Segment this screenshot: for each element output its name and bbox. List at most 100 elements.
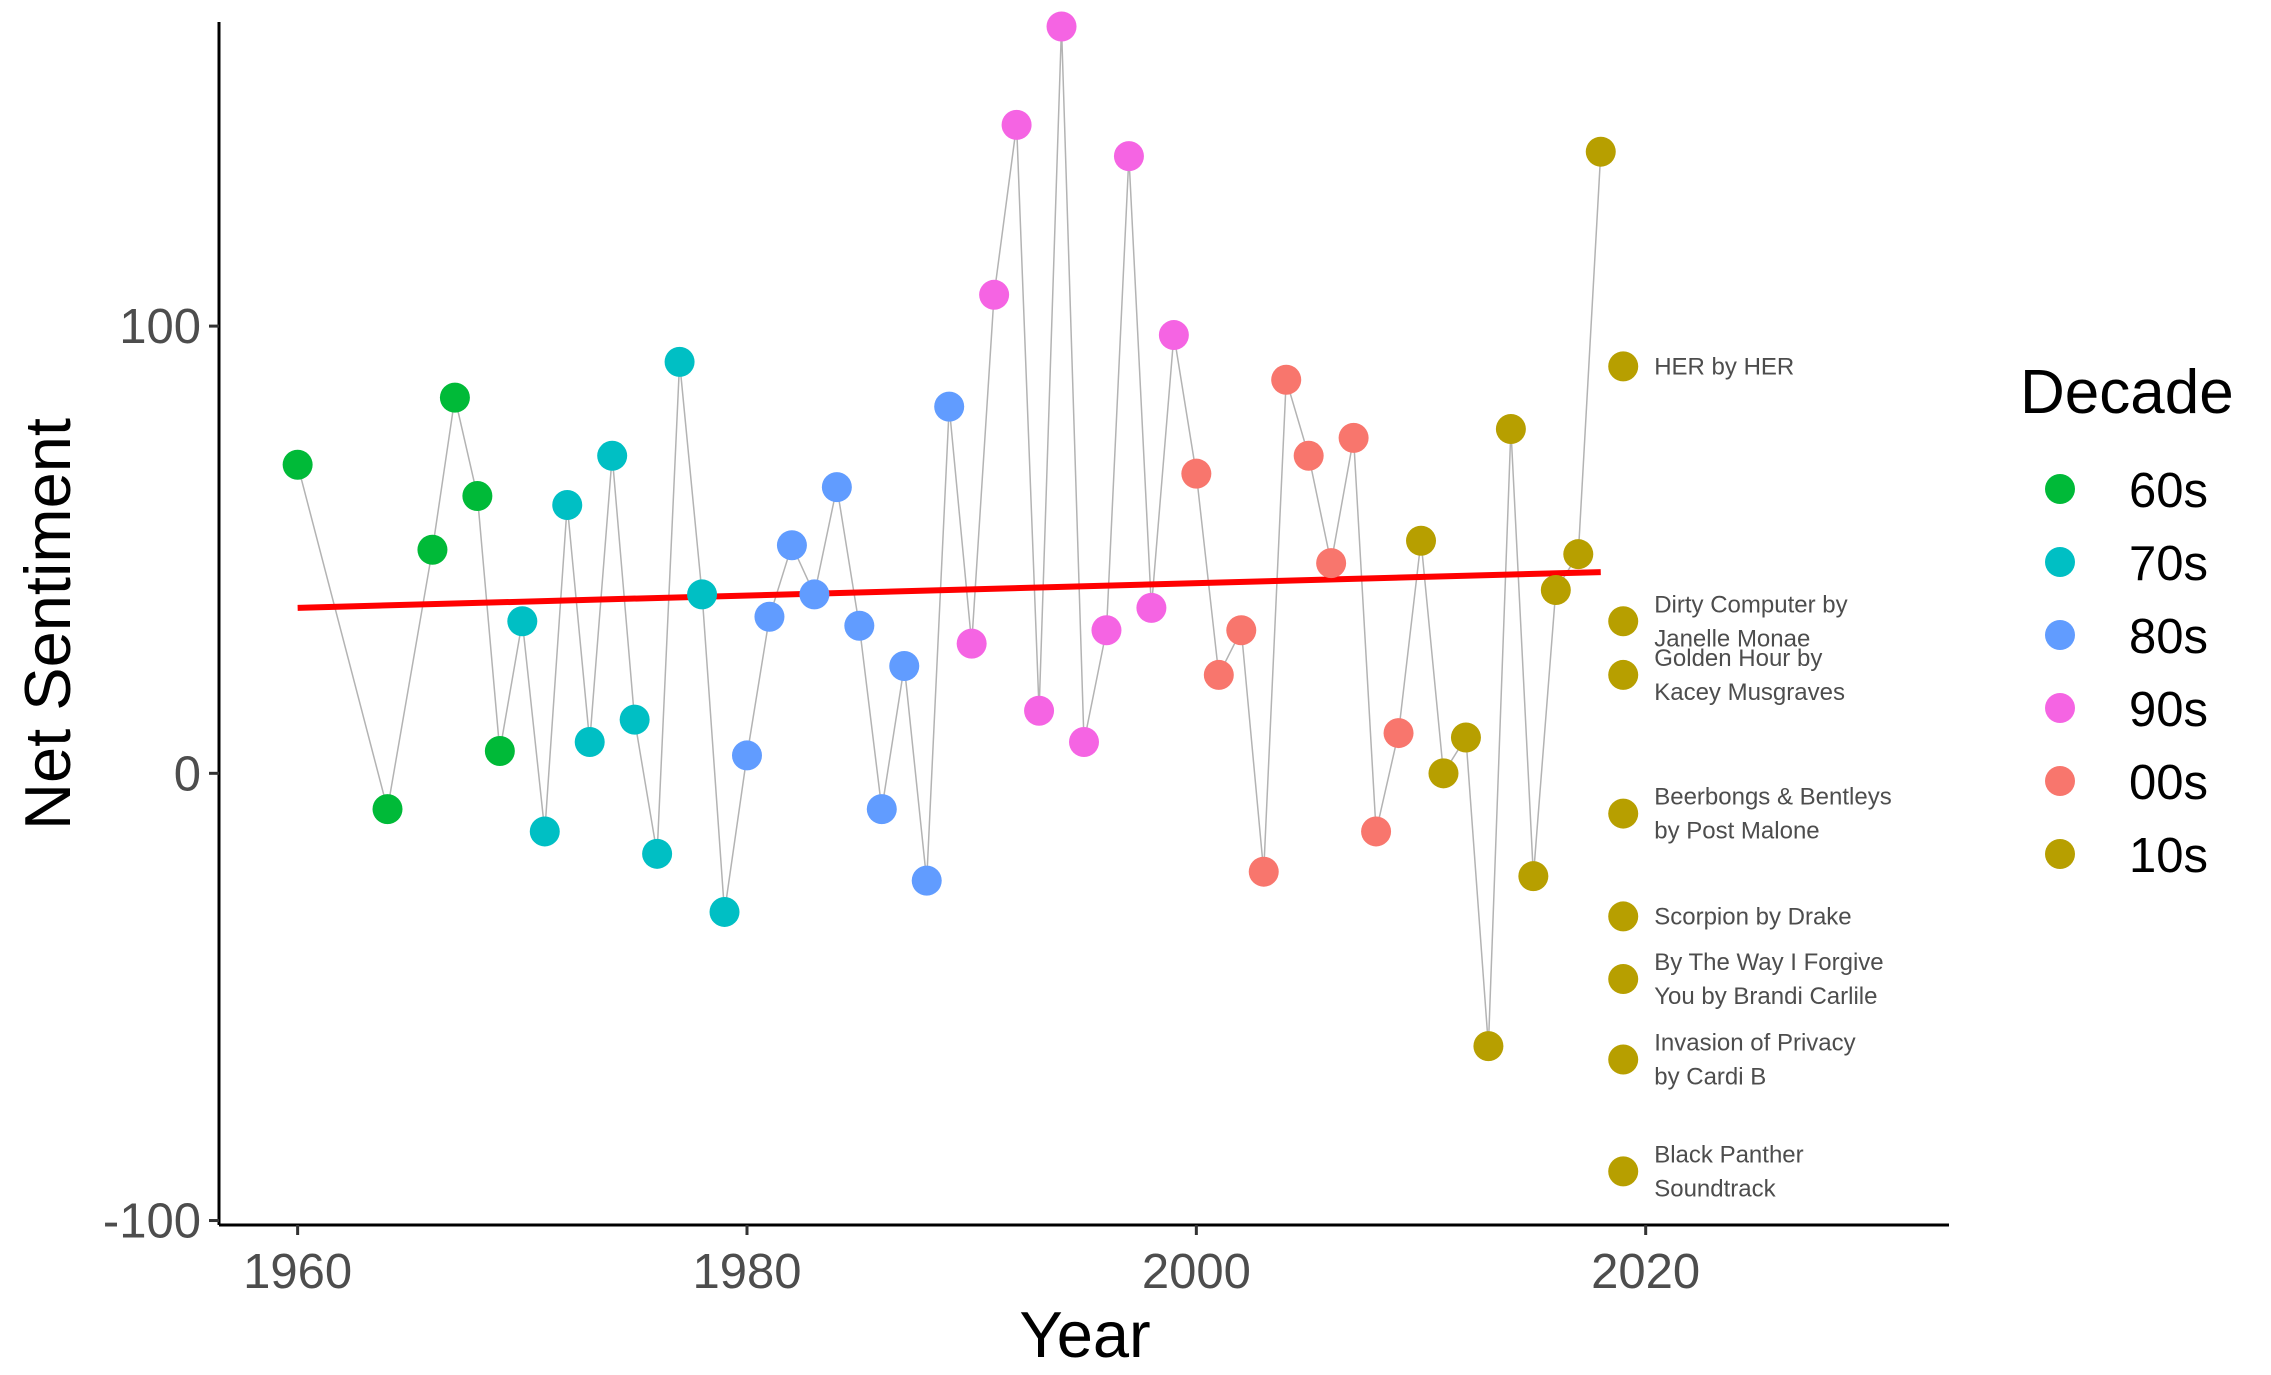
x-axis-title: Year (1019, 1298, 1150, 1371)
data-point-70s-1971 (529, 816, 560, 847)
legend-label-00s: 00s (2129, 756, 2208, 810)
data-point-80s-1984 (821, 472, 852, 503)
song-annotations: HER by HER Dirty Computer by Janelle Monae… (1608, 351, 1892, 1202)
legend-key-60s (2045, 474, 2075, 504)
data-point-80s-1983 (799, 579, 830, 610)
data-point-00s-2003 (1248, 856, 1279, 887)
data-point-60s-1964 (372, 794, 403, 825)
annotation-label: Golden Hour by (1654, 645, 1822, 672)
legend-key-90s (2045, 693, 2075, 723)
x-tick-label: 2020 (1591, 1245, 1700, 1299)
x-tick-label: 2000 (1142, 1245, 1251, 1299)
data-point-10s-2017 (1563, 539, 1594, 570)
data-point-90s-1993 (1024, 695, 1055, 726)
data-point-10s-2014 (1495, 413, 1526, 444)
annotation-label: Janelle Monae (1654, 625, 1810, 652)
y-tick-label: -100 (103, 1195, 201, 1249)
annotation-label: By The Way I Forgive (1654, 949, 1883, 976)
data-point-80s-1980 (731, 740, 762, 771)
x-tick-label: 1960 (243, 1245, 352, 1299)
legend-label-10s: 10s (2129, 829, 2208, 883)
data-point-60s-1968 (462, 481, 493, 512)
data-point-70s-1977 (664, 346, 695, 377)
data-point-10s-2011 (1428, 758, 1459, 789)
data-point-00s-2007 (1338, 422, 1369, 453)
annotation-label: HER by HER (1654, 353, 1794, 380)
x-axis-ticks: 1960 1980 2000 2020 (243, 1225, 1700, 1299)
annotation-label: You by Brandi Carlile (1654, 983, 1877, 1010)
annotation-label: Kacey Musgraves (1654, 679, 1845, 706)
data-points (282, 11, 1616, 1062)
data-point-00s-2002 (1226, 615, 1257, 646)
data-point-10s-2010 (1406, 525, 1437, 556)
data-point-60s-1960 (282, 449, 313, 480)
annotated-point (1608, 964, 1639, 995)
data-point-60s-1967 (439, 382, 470, 413)
legend: Decade 60s 70s 80s 90s 00s 10s (2020, 358, 2234, 883)
legend-key-80s (2045, 620, 2075, 650)
data-point-80s-1981 (754, 601, 785, 632)
data-point-10s-2016 (1540, 574, 1571, 605)
legend-label-70s: 70s (2129, 537, 2208, 591)
legend-key-70s (2045, 547, 2075, 577)
legend-entries: 60s 70s 80s 90s 00s 10s (2045, 464, 2208, 883)
data-point-70s-1975 (619, 704, 650, 735)
data-point-70s-1972 (552, 489, 583, 520)
data-point-80s-1988 (911, 865, 942, 896)
y-axis-title: Net Sentiment (11, 418, 84, 830)
annotated-point (1608, 606, 1639, 637)
annotation-label: Invasion of Privacy (1654, 1030, 1855, 1057)
data-point-90s-1990 (956, 628, 987, 659)
annotated-point (1608, 351, 1639, 382)
connector-line (296, 26, 1602, 1047)
data-point-00s-2000 (1181, 458, 1212, 489)
data-point-70s-1979 (709, 896, 740, 927)
data-point-90s-1997 (1113, 141, 1144, 172)
annotation-label: Black Panther (1654, 1141, 1803, 1168)
data-point-00s-2008 (1361, 816, 1392, 847)
annotated-point (1608, 1044, 1639, 1075)
annotation-label: Scorpion by Drake (1654, 903, 1851, 930)
y-axis-ticks: -100 0 100 (103, 300, 219, 1249)
y-tick-label: 100 (119, 300, 201, 354)
data-point-00s-2005 (1293, 440, 1324, 471)
data-point-90s-1999 (1158, 320, 1189, 351)
x-tick-label: 1980 (692, 1245, 801, 1299)
data-point-90s-1991 (979, 279, 1010, 310)
y-tick-label: 0 (174, 747, 201, 801)
data-point-10s-2018 (1585, 136, 1616, 167)
data-point-00s-2004 (1271, 364, 1302, 395)
data-point-70s-1970 (507, 606, 538, 637)
data-point-00s-2009 (1383, 718, 1414, 749)
annotation-label: Soundtrack (1654, 1175, 1776, 1202)
data-point-90s-1995 (1069, 727, 1099, 758)
data-point-10s-2012 (1450, 722, 1481, 753)
data-point-80s-1982 (776, 530, 807, 561)
annotated-point (1608, 798, 1639, 829)
data-point-80s-1986 (866, 794, 897, 825)
legend-label-90s: 90s (2129, 683, 2208, 737)
annotation-label: by Cardi B (1654, 1064, 1766, 1091)
legend-title: Decade (2020, 358, 2234, 427)
annotated-point (1608, 901, 1639, 932)
data-point-90s-1994 (1046, 11, 1077, 42)
legend-label-60s: 60s (2129, 464, 2208, 518)
data-point-80s-1987 (889, 650, 920, 681)
data-point-00s-2001 (1203, 659, 1234, 690)
data-point-70s-1976 (642, 838, 673, 869)
trend-line (297, 569, 1601, 611)
annotated-point (1608, 1156, 1639, 1187)
legend-label-80s: 80s (2129, 610, 2208, 664)
data-point-10s-2013 (1473, 1031, 1504, 1062)
data-point-70s-1973 (574, 727, 605, 758)
data-point-70s-1974 (597, 440, 628, 471)
annotation-label: Dirty Computer by (1654, 591, 1847, 618)
legend-key-10s (2045, 839, 2075, 869)
data-point-60s-1969 (484, 735, 515, 766)
data-point-90s-1998 (1136, 592, 1167, 623)
data-point-70s-1978 (687, 579, 718, 610)
annotation-label: Beerbongs & Bentleys (1654, 784, 1891, 811)
data-point-60s-1966 (417, 534, 448, 565)
trend-line-group (297, 569, 1601, 611)
